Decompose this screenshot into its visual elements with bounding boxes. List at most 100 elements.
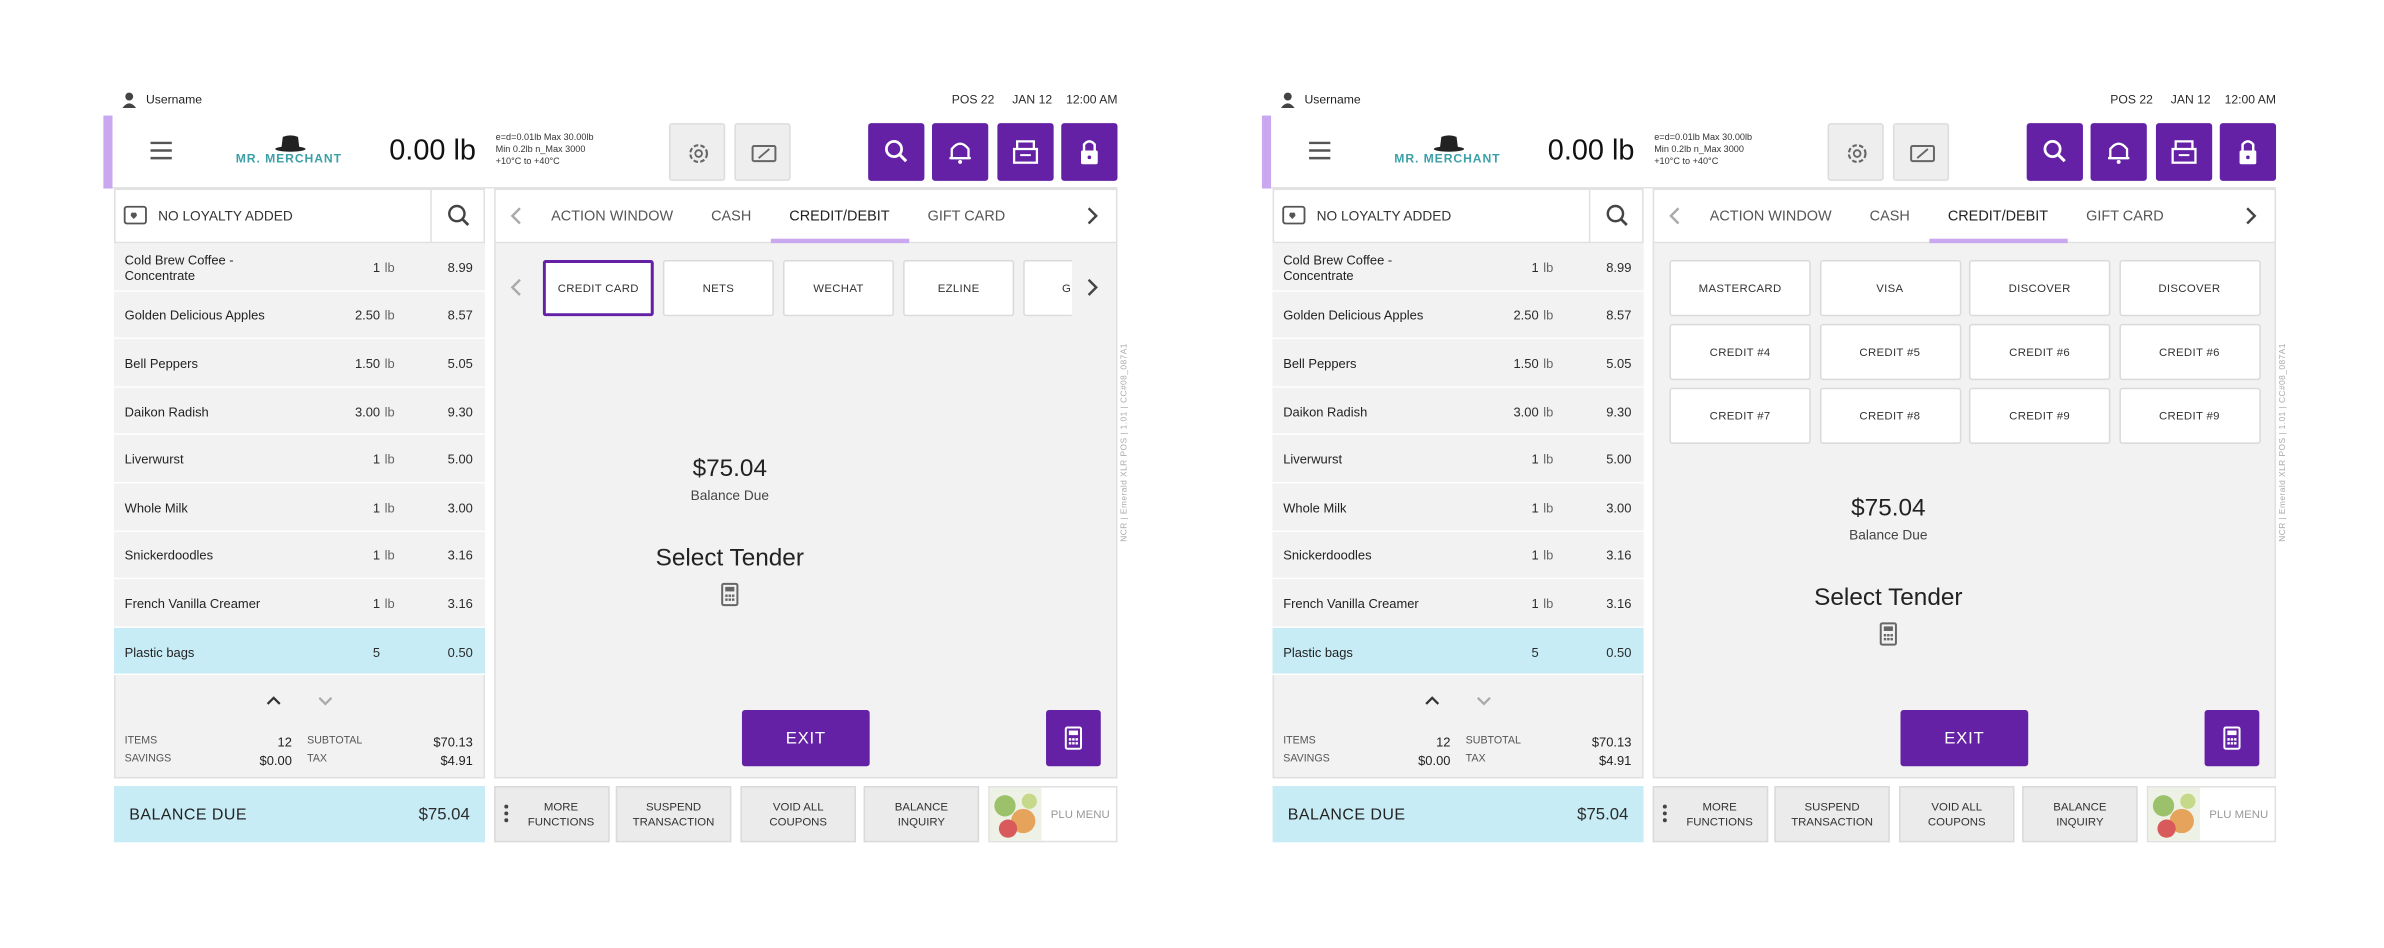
- tender-button[interactable]: GRAB: [1023, 259, 1072, 317]
- item-price: 3.00: [1606, 499, 1632, 516]
- item-row[interactable]: [1272, 243, 1644, 292]
- item-row[interactable]: [1272, 339, 1644, 388]
- item-unit: lb: [384, 451, 395, 468]
- lock-button[interactable]: [2219, 123, 2277, 181]
- item-row[interactable]: [1272, 435, 1644, 484]
- tender-tab[interactable]: CREDIT/DEBIT: [770, 189, 909, 244]
- register-button[interactable]: [997, 123, 1054, 181]
- tender-tab[interactable]: CASH: [1869, 207, 1910, 225]
- tender-button[interactable]: CREDIT #7: [1669, 387, 1811, 444]
- action-button[interactable]: [1652, 786, 1769, 843]
- item-row[interactable]: [114, 627, 486, 676]
- total-subtotal: $70.13: [1591, 733, 1632, 749]
- search-button-glyph: [885, 140, 908, 163]
- action-button[interactable]: BALANCE INQUIRY: [863, 786, 980, 843]
- item-row[interactable]: [114, 483, 486, 532]
- item-price: 5.00: [1606, 451, 1632, 468]
- tender-button[interactable]: CREDIT #4: [1669, 323, 1811, 381]
- item-row[interactable]: [1272, 387, 1644, 436]
- item-name: French Vanilla Creamer: [1283, 595, 1419, 612]
- brand-hat: [274, 132, 307, 152]
- item-search-button[interactable]: [430, 188, 485, 244]
- total-items-label: ITEMS: [1283, 735, 1316, 747]
- tender-button[interactable]: NETS: [662, 259, 774, 317]
- action-button[interactable]: SUSPEND TRANSACTION: [1774, 786, 1890, 843]
- item-row[interactable]: [114, 435, 486, 484]
- scroll-down[interactable]: [1475, 690, 1493, 708]
- tender-button[interactable]: CREDIT #6: [2118, 323, 2261, 381]
- lock-button[interactable]: [1061, 123, 1118, 181]
- ticket-button[interactable]: [1892, 123, 1950, 181]
- tender-tab[interactable]: CASH: [711, 207, 752, 225]
- item-row[interactable]: [1272, 483, 1644, 532]
- register-button[interactable]: [2155, 123, 2213, 181]
- tender-button[interactable]: MASTERCARD: [1669, 259, 1811, 317]
- tender-button[interactable]: CREDIT #5: [1819, 323, 1961, 381]
- tender-button[interactable]: CREDIT CARD: [542, 259, 654, 317]
- calculator-button[interactable]: [2204, 710, 2260, 767]
- search-button[interactable]: [2026, 123, 2083, 181]
- settings-button[interactable]: [1827, 123, 1884, 181]
- tender-tab[interactable]: ACTION WINDOW: [551, 207, 674, 225]
- tender-button[interactable]: EZLINE: [903, 259, 1015, 317]
- scroll-up[interactable]: [1423, 690, 1441, 708]
- settings-button[interactable]: [668, 123, 726, 181]
- menu-button[interactable]: [1308, 140, 1332, 161]
- scroll-up[interactable]: [265, 690, 283, 708]
- action-button[interactable]: BALANCE INQUIRY: [2022, 786, 2138, 843]
- tab-prev[interactable]: [506, 202, 527, 229]
- lock-button-glyph: [1081, 140, 1098, 165]
- tender-tab[interactable]: VOUCHER: [2183, 189, 2196, 244]
- tab-strip: ACTION WINDOW CASH CREDIT/DEBIT GIFT CARD VO…: [532, 189, 1037, 244]
- item-row[interactable]: [1272, 627, 1644, 676]
- exit-button[interactable]: EXIT: [741, 710, 870, 767]
- calculator-button[interactable]: [1046, 710, 1101, 767]
- tender-tab[interactable]: VOUCHER: [1024, 189, 1037, 244]
- exit-button[interactable]: EXIT: [1900, 710, 2029, 767]
- item-row[interactable]: [1272, 579, 1644, 628]
- tender-button[interactable]: CREDIT #9: [2118, 387, 2261, 444]
- item-row[interactable]: [1272, 531, 1644, 580]
- notifications-button[interactable]: [932, 123, 989, 181]
- action-button[interactable]: VOID ALL COUPONS: [1898, 786, 2015, 843]
- tab-next[interactable]: [2240, 202, 2261, 229]
- item-row[interactable]: [114, 531, 486, 580]
- tender-button[interactable]: VISA: [1819, 259, 1961, 317]
- due-amount: $75.04: [692, 456, 767, 482]
- tender-tab[interactable]: ACTION WINDOW: [1709, 207, 1832, 225]
- tender-button[interactable]: CREDIT #6: [1968, 323, 2111, 381]
- tender-button[interactable]: CREDIT #9: [1968, 387, 2111, 444]
- tender-tab[interactable]: GIFT CARD: [927, 207, 1006, 225]
- brand-hat-glyph: [275, 135, 306, 152]
- item-row[interactable]: [114, 579, 486, 628]
- scroll-down[interactable]: [316, 690, 334, 708]
- tender-prev-glyph: [510, 278, 521, 296]
- item-name: Bell Peppers: [1283, 355, 1357, 371]
- tender-button[interactable]: DISCOVER: [1968, 259, 2111, 317]
- item-price: 5.00: [447, 451, 473, 468]
- tender-next[interactable]: [1081, 274, 1102, 301]
- tender-button[interactable]: WECHAT: [783, 259, 894, 317]
- search-button[interactable]: [868, 123, 925, 181]
- item-row[interactable]: [114, 339, 486, 388]
- tender-prev[interactable]: [506, 274, 527, 301]
- action-label: MORE FUNCTIONS: [1686, 798, 1753, 828]
- action-button[interactable]: [494, 786, 610, 843]
- action-button[interactable]: SUSPEND TRANSACTION: [615, 786, 732, 843]
- item-row[interactable]: [114, 243, 486, 292]
- action-button[interactable]: VOID ALL COUPONS: [740, 786, 856, 843]
- tab-prev[interactable]: [1665, 202, 1686, 229]
- item-row[interactable]: [1272, 291, 1644, 340]
- tender-button[interactable]: DISCOVER: [2118, 259, 2261, 317]
- notifications-button[interactable]: [2090, 123, 2147, 181]
- ticket-button[interactable]: [734, 123, 791, 181]
- tender-button[interactable]: CREDIT #8: [1819, 387, 1961, 444]
- tender-tab[interactable]: CREDIT/DEBIT: [1928, 189, 2068, 244]
- tab-next[interactable]: [1081, 202, 1102, 229]
- more-icon-glyph: [504, 804, 509, 823]
- tender-tab[interactable]: GIFT CARD: [2086, 207, 2164, 225]
- item-row[interactable]: [114, 387, 486, 436]
- menu-button[interactable]: [149, 140, 173, 161]
- item-search-button[interactable]: [1588, 188, 1644, 244]
- item-row[interactable]: [114, 291, 486, 340]
